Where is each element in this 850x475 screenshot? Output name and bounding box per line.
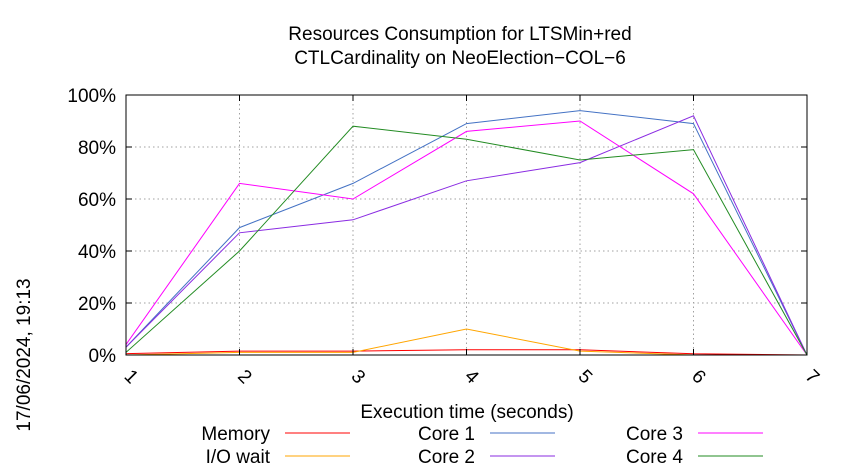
legend-label: Core 4 xyxy=(626,447,683,468)
y-tick-label: 20% xyxy=(78,294,116,315)
grid-lines xyxy=(126,95,807,355)
series-line-core-4 xyxy=(125,125,808,356)
legend-label: Memory xyxy=(201,424,270,445)
y-tick-label: 60% xyxy=(78,190,116,211)
series-line-core-1 xyxy=(125,110,808,356)
legend-label: I/O wait xyxy=(206,447,271,468)
x-tick-label: 2 xyxy=(233,366,255,388)
y-axis-ticks: 0% 20% 40% 60% 80% 100% xyxy=(67,86,807,367)
legend-label: Core 2 xyxy=(418,447,475,468)
x-tick-label: 1 xyxy=(120,366,142,388)
x-axis-ticks: 1 2 3 4 5 6 7 xyxy=(120,95,823,389)
series-line-core-2 xyxy=(125,115,808,356)
y-tick-label: 40% xyxy=(78,242,116,263)
x-tick-label: 4 xyxy=(460,366,483,389)
chart-title-line-2: CTLCardinality on NeoElection−COL−6 xyxy=(294,48,626,69)
x-tick-label: 5 xyxy=(574,366,596,388)
chart-title-line-1: Resources Consumption for LTSMin+red xyxy=(288,24,631,45)
y-tick-label: 0% xyxy=(89,346,117,367)
x-axis-label: Execution time (seconds) xyxy=(360,402,573,423)
legend-label: Core 3 xyxy=(626,424,683,445)
x-tick-label: 6 xyxy=(687,366,709,388)
series-line-core-3 xyxy=(125,120,808,356)
y-tick-label: 100% xyxy=(67,86,116,107)
y-tick-label: 80% xyxy=(78,138,116,159)
legend-label: Core 1 xyxy=(418,424,475,445)
series-lines xyxy=(125,110,808,356)
x-tick-label: 7 xyxy=(801,366,823,388)
x-tick-label: 3 xyxy=(347,366,369,388)
timestamp-label: 17/06/2024, 19:13 xyxy=(14,278,35,431)
